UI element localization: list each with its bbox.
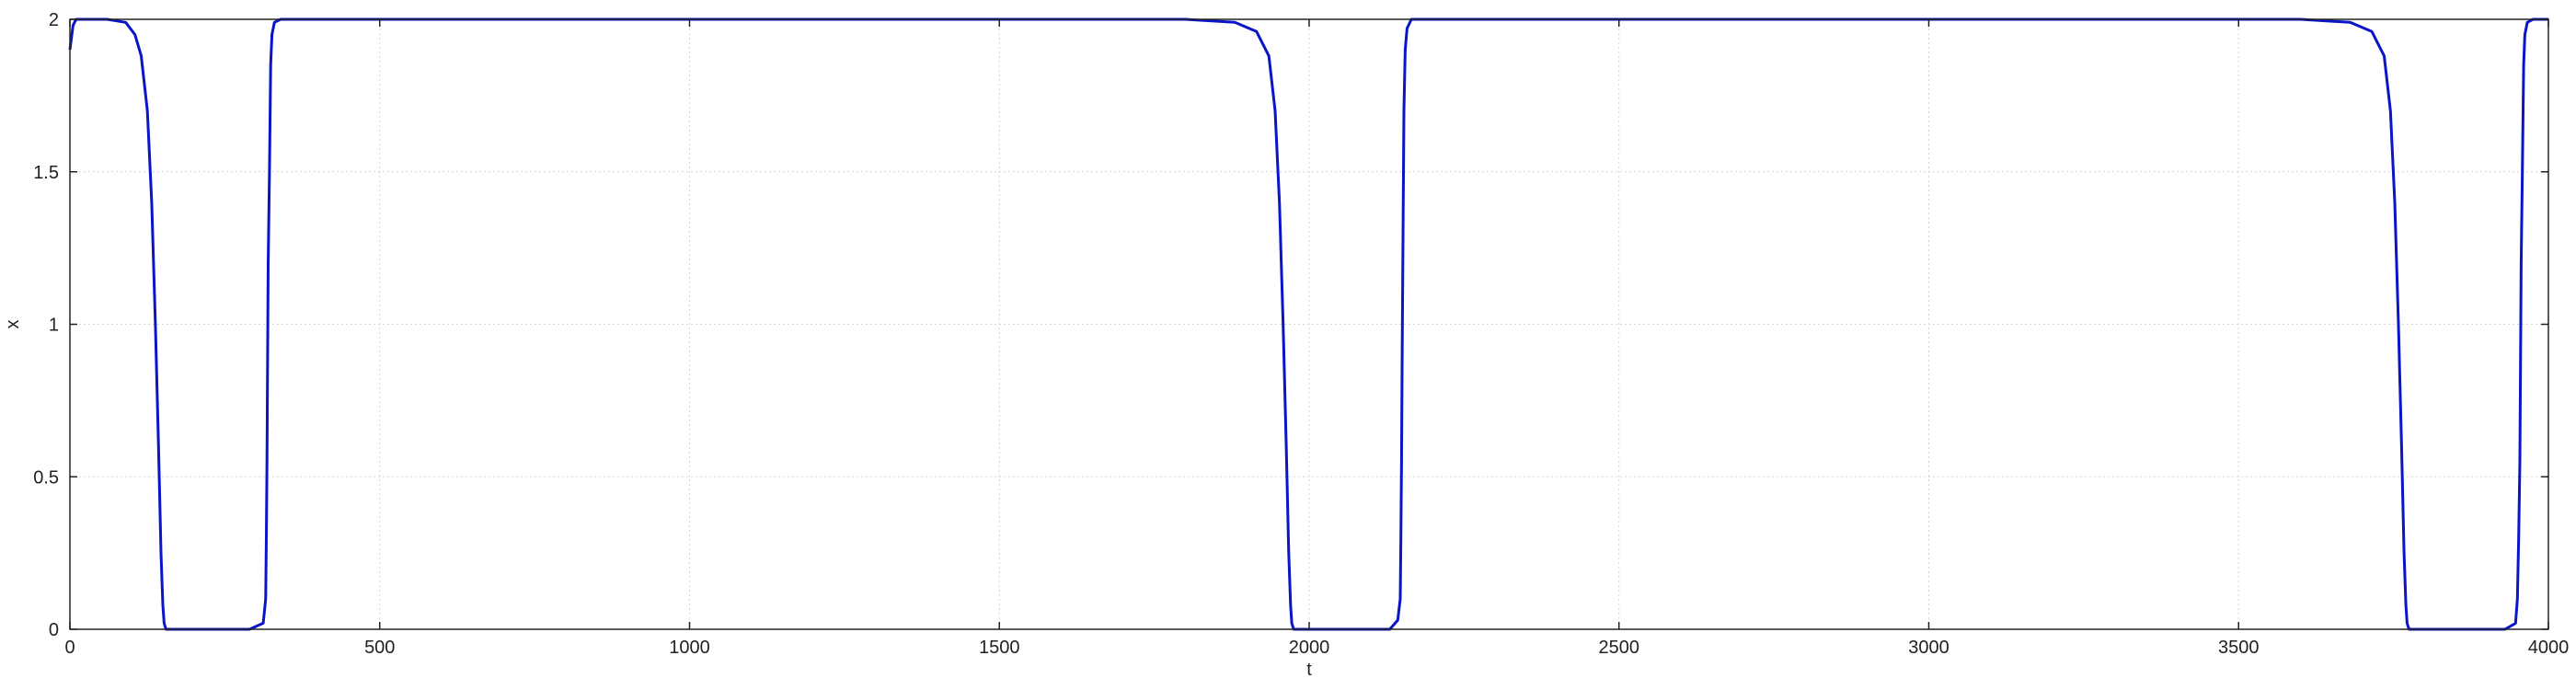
x-tick-label: 1000 — [669, 638, 710, 658]
x-tick-label: 2500 — [1599, 638, 1640, 658]
y-tick-label: 1.5 — [33, 163, 59, 183]
x-tick-label: 500 — [364, 638, 395, 658]
x-tick-label: 1500 — [979, 638, 1020, 658]
x-tick-label: 2000 — [1289, 638, 1330, 658]
y-tick-label: 0 — [49, 620, 59, 640]
y-tick-label: 0.5 — [33, 467, 59, 488]
x-axis-label: t — [1306, 660, 1312, 680]
y-tick-label: 2 — [49, 10, 59, 30]
y-tick-label: 1 — [49, 316, 59, 336]
series-line-0 — [68, 17, 2548, 631]
y-axis-label: x — [3, 320, 23, 329]
tick-layer: 0 500 1000 1500 2000 2500 3000 3500 4000 0 0.5 1 1.5… — [33, 10, 2569, 658]
series-layer — [68, 17, 2548, 631]
grid — [70, 19, 2548, 629]
x-tick-label: 0 — [64, 638, 75, 658]
x-tick-label: 4000 — [2528, 638, 2570, 658]
x-tick-label: 3500 — [2218, 638, 2260, 658]
x-tick-label: 3000 — [1908, 638, 1949, 658]
